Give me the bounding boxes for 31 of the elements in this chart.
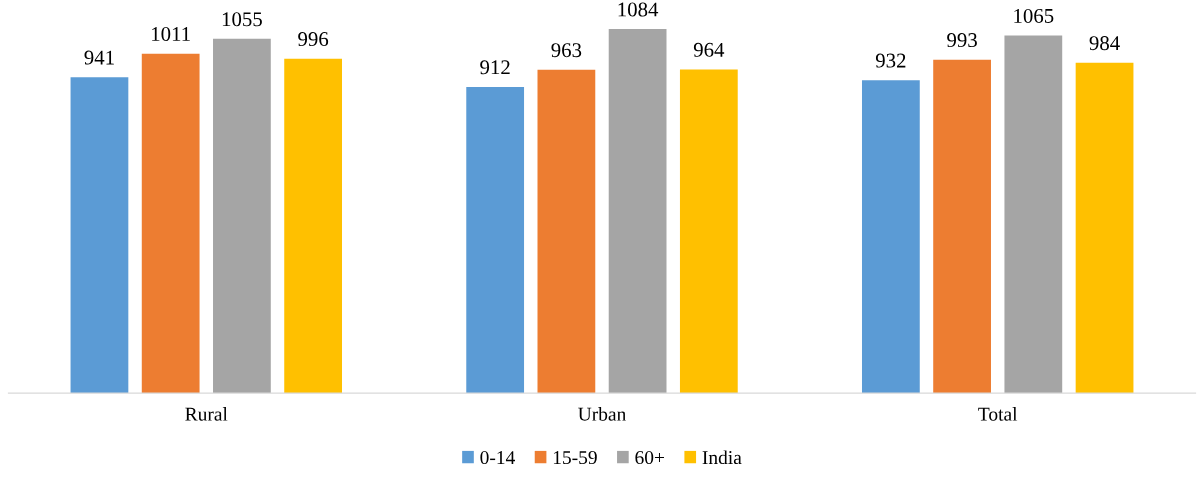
data-label: 1084: [618, 2, 659, 17]
x-tick-label: Urban: [578, 407, 626, 421]
bar: [537, 69, 596, 394]
legend-label: 15-59: [553, 451, 597, 465]
data-label: 912: [480, 60, 510, 75]
data-label: 1065: [1014, 8, 1054, 23]
data-label: 963: [551, 43, 582, 58]
data-label: 1011: [152, 27, 190, 42]
legend-label: 0-14: [480, 451, 515, 465]
bar: [679, 69, 738, 394]
data-label: 941: [84, 50, 114, 65]
data-label: 1055: [222, 12, 262, 27]
legend-label: 60+: [635, 451, 665, 465]
bar: [466, 86, 525, 394]
data-label: 932: [875, 53, 906, 68]
bar: [70, 77, 129, 394]
legend-label: India: [702, 450, 742, 465]
bar: [933, 59, 991, 394]
bar: [608, 29, 667, 394]
bar: [284, 58, 343, 394]
bar: [213, 38, 271, 394]
bar: [861, 80, 920, 394]
data-label: 964: [693, 42, 725, 57]
x-tick-label: Rural: [185, 407, 228, 421]
data-label: 993: [947, 33, 977, 48]
data-label: 984: [1089, 36, 1120, 51]
data-label: 996: [298, 32, 329, 47]
x-tick-label: Total: [978, 407, 1018, 421]
bar: [1075, 62, 1134, 394]
bar: [1004, 35, 1063, 394]
bar: [141, 53, 200, 394]
